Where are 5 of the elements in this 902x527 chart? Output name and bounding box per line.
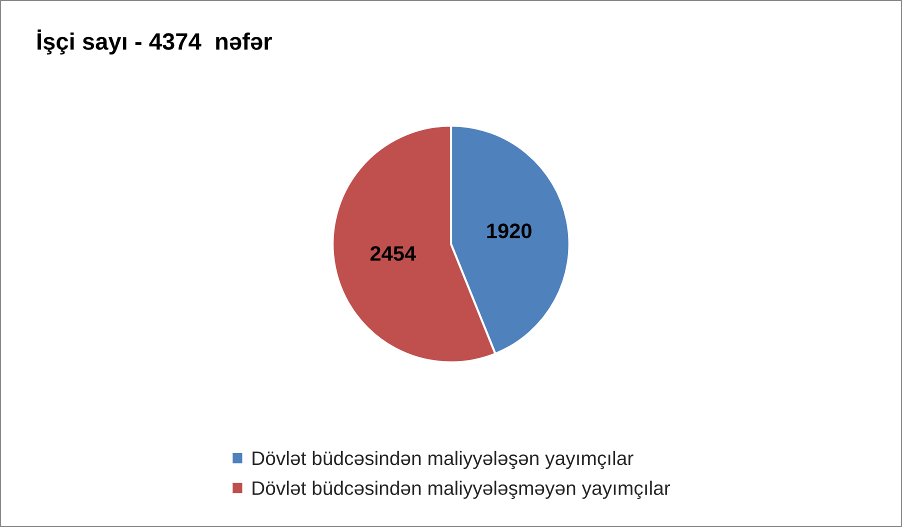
data-label: 1920 (487, 224, 532, 238)
legend-label: Dövlət büdcəsindən maliyyələşməyən yayımçılar (252, 480, 670, 499)
legend-label: Dövlət büdcəsindən maliyyələşən yayımçılar (252, 450, 634, 470)
data-label: 2454 (370, 246, 416, 261)
chart-title: İşçi sayı - 4374 nəfər (38, 29, 272, 55)
